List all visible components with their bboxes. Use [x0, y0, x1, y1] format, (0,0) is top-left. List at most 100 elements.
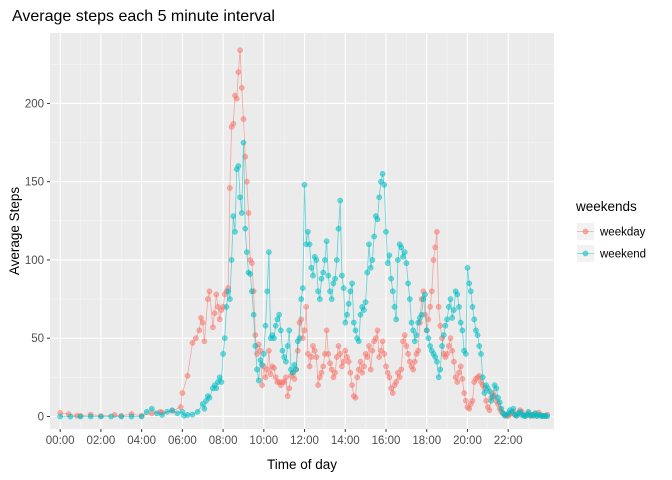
data-point — [415, 347, 422, 354]
data-point — [193, 335, 199, 342]
data-point — [493, 385, 500, 392]
y-tick-label: 100 — [25, 255, 44, 267]
data-point — [235, 69, 242, 75]
y-axis-title: Average Steps — [7, 187, 22, 276]
data-point — [510, 405, 517, 412]
data-point — [264, 366, 271, 373]
data-point — [87, 413, 94, 420]
data-point — [364, 269, 371, 276]
data-point — [255, 377, 262, 384]
data-point — [435, 374, 442, 381]
data-point — [328, 296, 335, 302]
data-point — [420, 296, 427, 302]
data-point — [325, 351, 332, 357]
data-point — [352, 327, 359, 334]
data-point — [240, 139, 247, 146]
data-point — [381, 351, 388, 357]
data-point — [405, 280, 411, 287]
data-point — [384, 260, 391, 266]
data-point — [488, 397, 495, 404]
data-point — [228, 257, 235, 263]
data-point — [291, 361, 298, 368]
data-point — [252, 332, 259, 338]
x-tick-label: 16:00 — [372, 435, 401, 447]
data-point — [369, 347, 376, 354]
data-point — [194, 408, 201, 415]
data-point — [340, 358, 347, 365]
data-point — [478, 351, 484, 357]
data-point — [235, 163, 242, 169]
data-point — [210, 324, 216, 331]
data-point — [320, 269, 327, 276]
data-point — [243, 249, 250, 255]
data-point — [67, 413, 74, 420]
data-point — [393, 379, 400, 385]
data-point — [196, 327, 203, 334]
data-point — [223, 304, 230, 310]
data-point — [422, 291, 428, 298]
data-point — [57, 413, 64, 420]
data-point — [432, 244, 439, 251]
data-point — [444, 316, 450, 323]
data-point — [250, 311, 257, 318]
data-point — [383, 363, 389, 370]
data-point — [206, 288, 213, 295]
data-point — [473, 327, 479, 334]
data-point — [179, 390, 186, 396]
data-point — [264, 288, 271, 295]
data-point — [366, 343, 372, 349]
data-point — [376, 354, 383, 360]
data-point — [418, 311, 425, 318]
data-point — [128, 413, 135, 420]
data-point — [355, 338, 362, 345]
data-point — [449, 347, 456, 354]
data-point — [354, 374, 361, 381]
data-point — [411, 358, 418, 365]
data-point — [306, 363, 313, 370]
y-tick-label: 0 — [38, 411, 44, 423]
data-point — [315, 382, 321, 389]
data-point — [98, 413, 104, 420]
data-point — [367, 366, 374, 373]
data-point — [199, 319, 206, 326]
data-point — [367, 264, 374, 271]
data-point — [227, 185, 233, 191]
data-point — [310, 272, 316, 279]
x-tick-label: 02:00 — [87, 435, 116, 447]
data-point — [374, 216, 381, 223]
data-point — [230, 120, 237, 127]
data-point — [294, 347, 301, 354]
data-point — [301, 327, 308, 334]
data-point — [469, 397, 476, 404]
data-point — [274, 316, 281, 323]
legend: weekends weekday weekend — [575, 199, 646, 262]
y-tick-label: 200 — [25, 98, 44, 110]
data-point — [281, 354, 288, 360]
data-point — [403, 260, 410, 266]
data-point — [381, 181, 388, 188]
data-point — [464, 264, 471, 271]
data-point — [457, 319, 464, 326]
data-point — [138, 413, 145, 420]
data-point — [216, 316, 223, 323]
data-point — [201, 405, 208, 412]
data-point — [452, 374, 459, 381]
data-point — [447, 335, 454, 342]
data-point — [342, 347, 349, 354]
data-point — [323, 327, 330, 334]
data-point — [544, 413, 551, 420]
data-point — [267, 371, 274, 378]
data-point — [349, 382, 355, 389]
data-point — [457, 363, 464, 370]
data-point — [271, 335, 277, 342]
data-point — [496, 399, 503, 406]
data-point — [174, 410, 181, 417]
legend-key-point — [582, 250, 589, 257]
data-point — [204, 296, 211, 302]
data-point — [238, 84, 245, 91]
data-point — [260, 351, 267, 357]
data-point — [466, 405, 473, 412]
data-point — [369, 257, 376, 263]
data-point — [108, 413, 114, 420]
data-point — [379, 338, 386, 345]
